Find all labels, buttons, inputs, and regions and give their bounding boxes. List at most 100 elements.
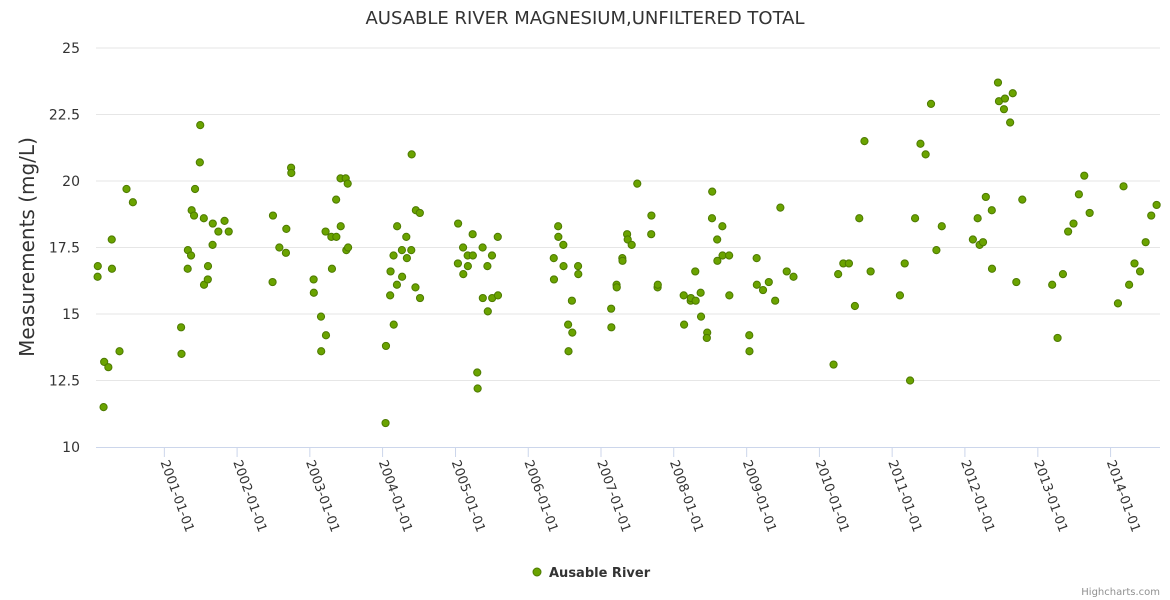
data-point[interactable] [1119,182,1128,191]
data-point[interactable] [381,341,391,351]
data-point[interactable] [564,347,573,356]
data-point[interactable] [415,208,424,218]
data-point[interactable] [987,264,997,273]
data-point[interactable] [1113,299,1123,308]
data-point[interactable] [691,296,700,305]
data-point[interactable] [343,179,352,188]
data-point[interactable] [398,272,407,281]
data-point[interactable] [99,403,108,412]
data-point[interactable] [968,235,977,244]
data-point[interactable] [554,232,563,241]
data-point[interactable] [176,323,186,332]
data-point[interactable] [183,264,192,273]
data-point[interactable] [1069,219,1078,228]
data-point[interactable] [402,232,411,241]
data-point[interactable] [696,288,705,297]
data-point[interactable] [220,216,229,225]
legend-label[interactable]: Ausable River [549,566,651,581]
data-point[interactable] [189,211,199,220]
data-point[interactable] [745,347,754,356]
data-point[interactable] [647,230,656,239]
data-point[interactable] [454,219,463,228]
data-point[interactable] [834,270,843,279]
data-point[interactable] [468,230,477,239]
data-point[interactable] [764,277,773,287]
data-point[interactable] [1074,190,1083,199]
data-point[interactable] [771,296,780,305]
data-point[interactable] [478,293,487,303]
data-point[interactable] [122,184,131,194]
data-point[interactable] [478,243,487,252]
data-point[interactable] [186,251,196,260]
data-point[interactable] [199,214,208,223]
data-point[interactable] [327,264,337,273]
data-point[interactable] [381,418,390,428]
data-point[interactable] [224,227,233,236]
data-point[interactable] [752,280,761,289]
data-point[interactable] [926,99,936,108]
data-point[interactable] [1006,118,1015,127]
data-point[interactable] [386,267,395,276]
data-point[interactable] [702,333,711,343]
data-point[interactable] [1141,238,1150,247]
data-point[interactable] [1012,277,1021,287]
data-point[interactable] [1152,200,1161,210]
data-point[interactable] [1147,211,1156,220]
data-point[interactable] [627,240,636,249]
data-point[interactable] [115,347,124,356]
data-point[interactable] [389,251,398,260]
data-point[interactable] [937,222,946,231]
data-point[interactable] [309,288,318,297]
data-point[interactable] [567,296,577,305]
data-point[interactable] [1085,208,1094,218]
data-point[interactable] [407,246,416,255]
data-point[interactable] [564,320,573,329]
data-point[interactable] [758,285,768,295]
data-point[interactable] [607,323,616,332]
data-point[interactable] [1135,267,1145,276]
data-point[interactable] [483,262,492,271]
data-point[interactable] [850,301,859,311]
data-point[interactable] [981,192,990,202]
data-point[interactable] [190,184,200,194]
data-point[interactable] [1130,259,1139,268]
data-point[interactable] [559,240,568,249]
data-point[interactable] [679,320,689,329]
data-point[interactable] [487,251,497,260]
data-point[interactable] [829,360,838,369]
data-point[interactable] [752,254,761,263]
data-point[interactable] [1080,171,1089,180]
data-point[interactable] [713,256,722,265]
data-point[interactable] [473,368,482,377]
data-point[interactable] [208,240,217,249]
data-point[interactable] [407,150,416,159]
data-point[interactable] [459,270,468,279]
data-point[interactable] [473,384,482,393]
data-point[interactable] [321,331,331,340]
data-point[interactable] [195,158,204,167]
data-point[interactable] [268,211,278,220]
data-point[interactable] [910,214,920,223]
data-point[interactable] [316,312,326,321]
data-point[interactable] [1064,227,1073,236]
data-point[interactable] [568,328,577,337]
data-point[interactable] [275,243,284,252]
data-point[interactable] [999,105,1009,114]
data-point[interactable] [708,187,717,196]
data-point[interactable] [653,280,662,289]
data-point[interactable] [691,267,700,276]
data-point[interactable] [107,264,117,273]
data-point[interactable] [1008,89,1017,98]
credits-link[interactable]: Highcharts.com [1081,587,1160,598]
data-point[interactable] [725,251,734,260]
data-point[interactable] [844,259,854,268]
data-point[interactable] [411,283,420,292]
data-point[interactable] [978,238,988,247]
data-point[interactable] [1125,280,1134,289]
data-point[interactable] [713,235,722,244]
data-point[interactable] [549,254,558,263]
data-point[interactable] [618,256,627,265]
data-point[interactable] [177,349,186,358]
data-point[interactable] [268,277,277,287]
data-point[interactable] [1058,270,1068,279]
